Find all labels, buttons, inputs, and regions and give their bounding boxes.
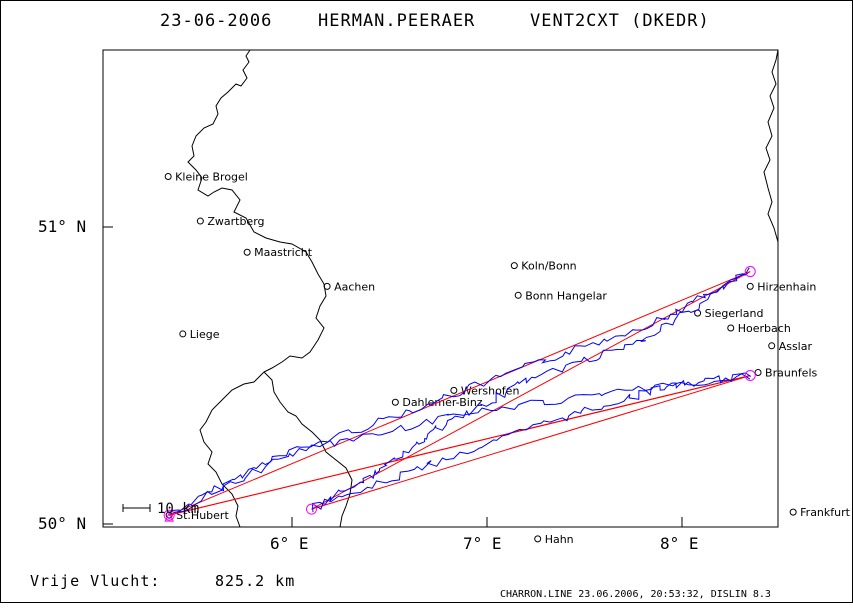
- plot-frame: [102, 49, 779, 528]
- place-label: St.Hubert: [176, 509, 229, 522]
- place-marker: [727, 324, 735, 332]
- place-label: Aachen: [334, 280, 375, 293]
- flight-track: [171, 373, 751, 513]
- course-layer: [168, 271, 751, 516]
- border-belgium-germany: [199, 371, 265, 528]
- lat-label-50: 50° N: [38, 514, 86, 533]
- place-kleine-brogel: Kleine Brogel: [164, 171, 248, 184]
- distance-label: Vrije Vlucht:: [30, 572, 160, 590]
- place-bonn-hangelar: Bonn Hangelar: [514, 289, 607, 302]
- title-pilot: HERMAN.PEERAER: [318, 11, 475, 31]
- place-maastricht: Maastricht: [243, 246, 313, 259]
- place-label: Zwartberg: [207, 215, 264, 228]
- border-luxembourg: [263, 371, 353, 528]
- flight-track: [311, 273, 748, 513]
- place-braunfels: Braunfels: [754, 367, 817, 380]
- place-marker: [510, 262, 518, 270]
- course-leg: [168, 271, 751, 516]
- border-belgium-netherlands: [187, 49, 327, 373]
- place-asslar: Asslar: [768, 340, 813, 353]
- place-marker: [768, 342, 776, 350]
- course-leg: [311, 271, 751, 510]
- border-east: [763, 49, 779, 243]
- place-label: Siegerland: [705, 307, 764, 320]
- place-liege: Liege: [179, 328, 220, 341]
- place-label: Hirzenhain: [757, 280, 816, 293]
- places-layer: Kleine Brogel Zwartberg Maastricht Aachen Li…: [164, 171, 851, 546]
- place-label: Asslar: [779, 340, 813, 353]
- title-glider: VENT2CXT (DKEDR): [530, 11, 710, 31]
- place-frankfurt: Frankfurt: [789, 506, 851, 519]
- lon-label-7: 7° E: [463, 534, 502, 553]
- place-label: Dahlemer-Binz: [402, 396, 482, 409]
- place-label: Liege: [190, 328, 220, 341]
- scale-label: 10 km: [157, 501, 199, 517]
- place-marker: [164, 173, 172, 181]
- place-label: Kleine Brogel: [175, 171, 248, 184]
- place-hirzenhain: Hirzenhain: [746, 280, 816, 293]
- place-label: Maastricht: [254, 246, 313, 259]
- place-marker: [450, 386, 458, 394]
- place-hoerbach: Hoerbach: [727, 322, 791, 335]
- place-marker: [534, 535, 542, 543]
- turnpoint-layer: [163, 266, 756, 522]
- place-siegerland: Siegerland: [694, 307, 764, 320]
- country-borders: [187, 49, 779, 528]
- turnpoint-marker: [744, 266, 756, 278]
- turnpoint-marker: [163, 509, 175, 521]
- place-hahn: Hahn: [534, 533, 574, 546]
- place-marker: [179, 330, 187, 338]
- flight-track: [168, 267, 750, 516]
- start-triangle-icon: [164, 511, 174, 522]
- lon-label-6: 6° E: [270, 534, 309, 553]
- place-label: Frankfurt: [800, 506, 850, 519]
- place-marker: [323, 282, 331, 290]
- place-marker: [789, 508, 797, 516]
- lon-label-8: 8° E: [660, 534, 699, 553]
- place-label: Bonn Hangelar: [525, 289, 607, 302]
- distance-value: 825.2 km: [215, 572, 295, 590]
- place-marker: [514, 291, 522, 299]
- place-label: Hahn: [545, 533, 574, 546]
- turnpoint-marker: [306, 503, 317, 515]
- place-label: Wershofen: [461, 384, 520, 397]
- place-marker: [746, 282, 754, 290]
- place-zwartberg: Zwartberg: [196, 215, 265, 228]
- title-date: 23-06-2006: [160, 11, 272, 31]
- track-layer: [168, 267, 751, 516]
- place-marker: [196, 217, 204, 225]
- place-wershofen: Wershofen: [450, 384, 520, 397]
- place-aachen: Aachen: [323, 280, 375, 293]
- place-label: Hoerbach: [738, 322, 791, 335]
- turnpoint-marker: [744, 370, 756, 381]
- course-leg: [169, 375, 751, 516]
- course-leg: [311, 375, 751, 510]
- lat-label-51: 51° N: [38, 217, 86, 236]
- place-koln-bonn: Koln/Bonn: [510, 260, 577, 273]
- place-label: Koln/Bonn: [521, 260, 576, 273]
- flight-track: [312, 372, 751, 510]
- place-marker: [391, 398, 399, 406]
- place-marker: [243, 248, 251, 256]
- place-label: Braunfels: [765, 367, 817, 380]
- place-marker: [754, 369, 762, 377]
- credit-line: CHARRON.LINE 23.06.2006, 20:53:32, DISLI…: [500, 589, 771, 600]
- place-dahlemer-binz: Dahlemer-Binz: [391, 396, 483, 409]
- scale-bar: [122, 504, 151, 512]
- axis-ticks: [103, 226, 683, 527]
